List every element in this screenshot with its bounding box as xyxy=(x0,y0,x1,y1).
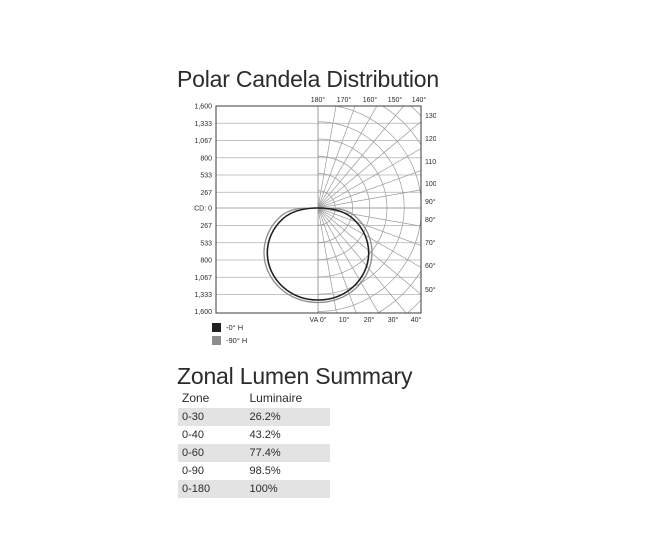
svg-text:110°: 110° xyxy=(425,158,436,166)
svg-text:60°: 60° xyxy=(425,262,436,270)
legend-item-0h: -0° H xyxy=(212,322,332,333)
svg-text:800: 800 xyxy=(200,258,212,265)
table-row: 0-30 26.2% xyxy=(178,408,330,426)
column-header-zone: Zone xyxy=(182,391,210,405)
svg-text:80°: 80° xyxy=(425,216,436,224)
svg-text:180°: 180° xyxy=(311,96,326,104)
svg-text:140°: 140° xyxy=(412,96,427,104)
curve-0h xyxy=(266,207,370,301)
svg-text:130°: 130° xyxy=(425,112,436,120)
cell-luminaire: 100% xyxy=(245,480,330,498)
legend-label-0h: -0° H xyxy=(226,323,244,332)
cell-zone: 0-90 xyxy=(178,462,246,480)
svg-text:150°: 150° xyxy=(388,96,403,104)
svg-text:1,067: 1,067 xyxy=(194,138,212,145)
polar-spokes xyxy=(318,106,421,313)
polar-candela-chart: 1,600 1,333 1,067 800 533 267 CD: 0 267 … xyxy=(176,96,436,346)
table-row: 0-40 43.2% xyxy=(178,426,330,444)
polar-arcs xyxy=(318,106,421,313)
table-body: 0-30 26.2% 0-40 43.2% 0-60 77.4% 0-90 98… xyxy=(178,408,330,498)
svg-text:20°: 20° xyxy=(364,316,375,324)
svg-text:1,333: 1,333 xyxy=(194,121,212,128)
svg-text:90°: 90° xyxy=(425,198,436,206)
svg-text:VA 0°: VA 0° xyxy=(309,316,326,324)
svg-text:CD: 0: CD: 0 xyxy=(194,206,212,213)
svg-text:100°: 100° xyxy=(425,180,436,188)
svg-text:267: 267 xyxy=(200,190,212,197)
svg-text:10°: 10° xyxy=(339,316,350,324)
svg-text:170°: 170° xyxy=(337,96,352,104)
polar-chart-legend: -0° H -90° H xyxy=(212,322,332,348)
cell-zone: 0-30 xyxy=(178,408,246,426)
right-axis-labels: 130° 120° 110° 100° 90° 80° 70° 60° 50° xyxy=(425,112,436,294)
svg-text:70°: 70° xyxy=(425,239,436,247)
svg-text:1,067: 1,067 xyxy=(194,275,212,282)
svg-text:1,600: 1,600 xyxy=(194,309,212,316)
cell-luminaire: 26.2% xyxy=(245,408,330,426)
svg-text:120°: 120° xyxy=(425,135,436,143)
column-header-luminaire: Luminaire xyxy=(249,391,303,405)
svg-text:533: 533 xyxy=(200,173,212,180)
cell-luminaire: 77.4% xyxy=(245,444,330,462)
bottom-axis-labels: VA 0° 10° 20° 30° 40° xyxy=(309,316,421,324)
cell-zone: 0-40 xyxy=(178,426,246,444)
legend-swatch-0h xyxy=(212,323,221,332)
plot-border xyxy=(215,105,422,314)
zonal-summary-title: Zonal Lumen Summary xyxy=(177,363,413,389)
legend-item-90h: -90° H xyxy=(212,335,332,346)
svg-text:50°: 50° xyxy=(425,286,436,294)
cell-zone: 0-60 xyxy=(178,444,246,462)
polar-chart-svg: 1,600 1,333 1,067 800 533 267 CD: 0 267 … xyxy=(194,96,436,324)
table-header: Zone Luminaire xyxy=(178,389,330,408)
svg-text:40°: 40° xyxy=(411,316,422,324)
cell-luminaire: 98.5% xyxy=(245,462,330,480)
legend-swatch-90h xyxy=(212,336,221,345)
svg-text:30°: 30° xyxy=(388,316,399,324)
svg-text:533: 533 xyxy=(200,240,212,247)
table-row: 0-90 98.5% xyxy=(178,462,330,480)
table-row: 0-60 77.4% xyxy=(178,444,330,462)
polar-chart-title: Polar Candela Distribution xyxy=(177,66,439,92)
table-row: 0-180 100% xyxy=(178,480,330,498)
svg-text:267: 267 xyxy=(200,223,212,230)
cell-zone: 0-180 xyxy=(178,480,246,498)
svg-text:160°: 160° xyxy=(363,96,378,104)
legend-label-90h: -90° H xyxy=(226,336,248,345)
top-axis-labels: 180° 170° 160° 150° 140° xyxy=(311,96,427,104)
zonal-lumen-table: Zone Luminaire 0-30 26.2% 0-40 43.2% 0-6… xyxy=(178,389,330,498)
cell-luminaire: 43.2% xyxy=(245,426,330,444)
table-header-row: Zone Luminaire xyxy=(178,389,330,408)
svg-text:1,600: 1,600 xyxy=(194,104,212,111)
svg-text:800: 800 xyxy=(200,155,212,162)
left-axis-labels: 1,600 1,333 1,067 800 533 267 CD: 0 267 … xyxy=(194,104,212,317)
svg-text:1,333: 1,333 xyxy=(194,292,212,299)
